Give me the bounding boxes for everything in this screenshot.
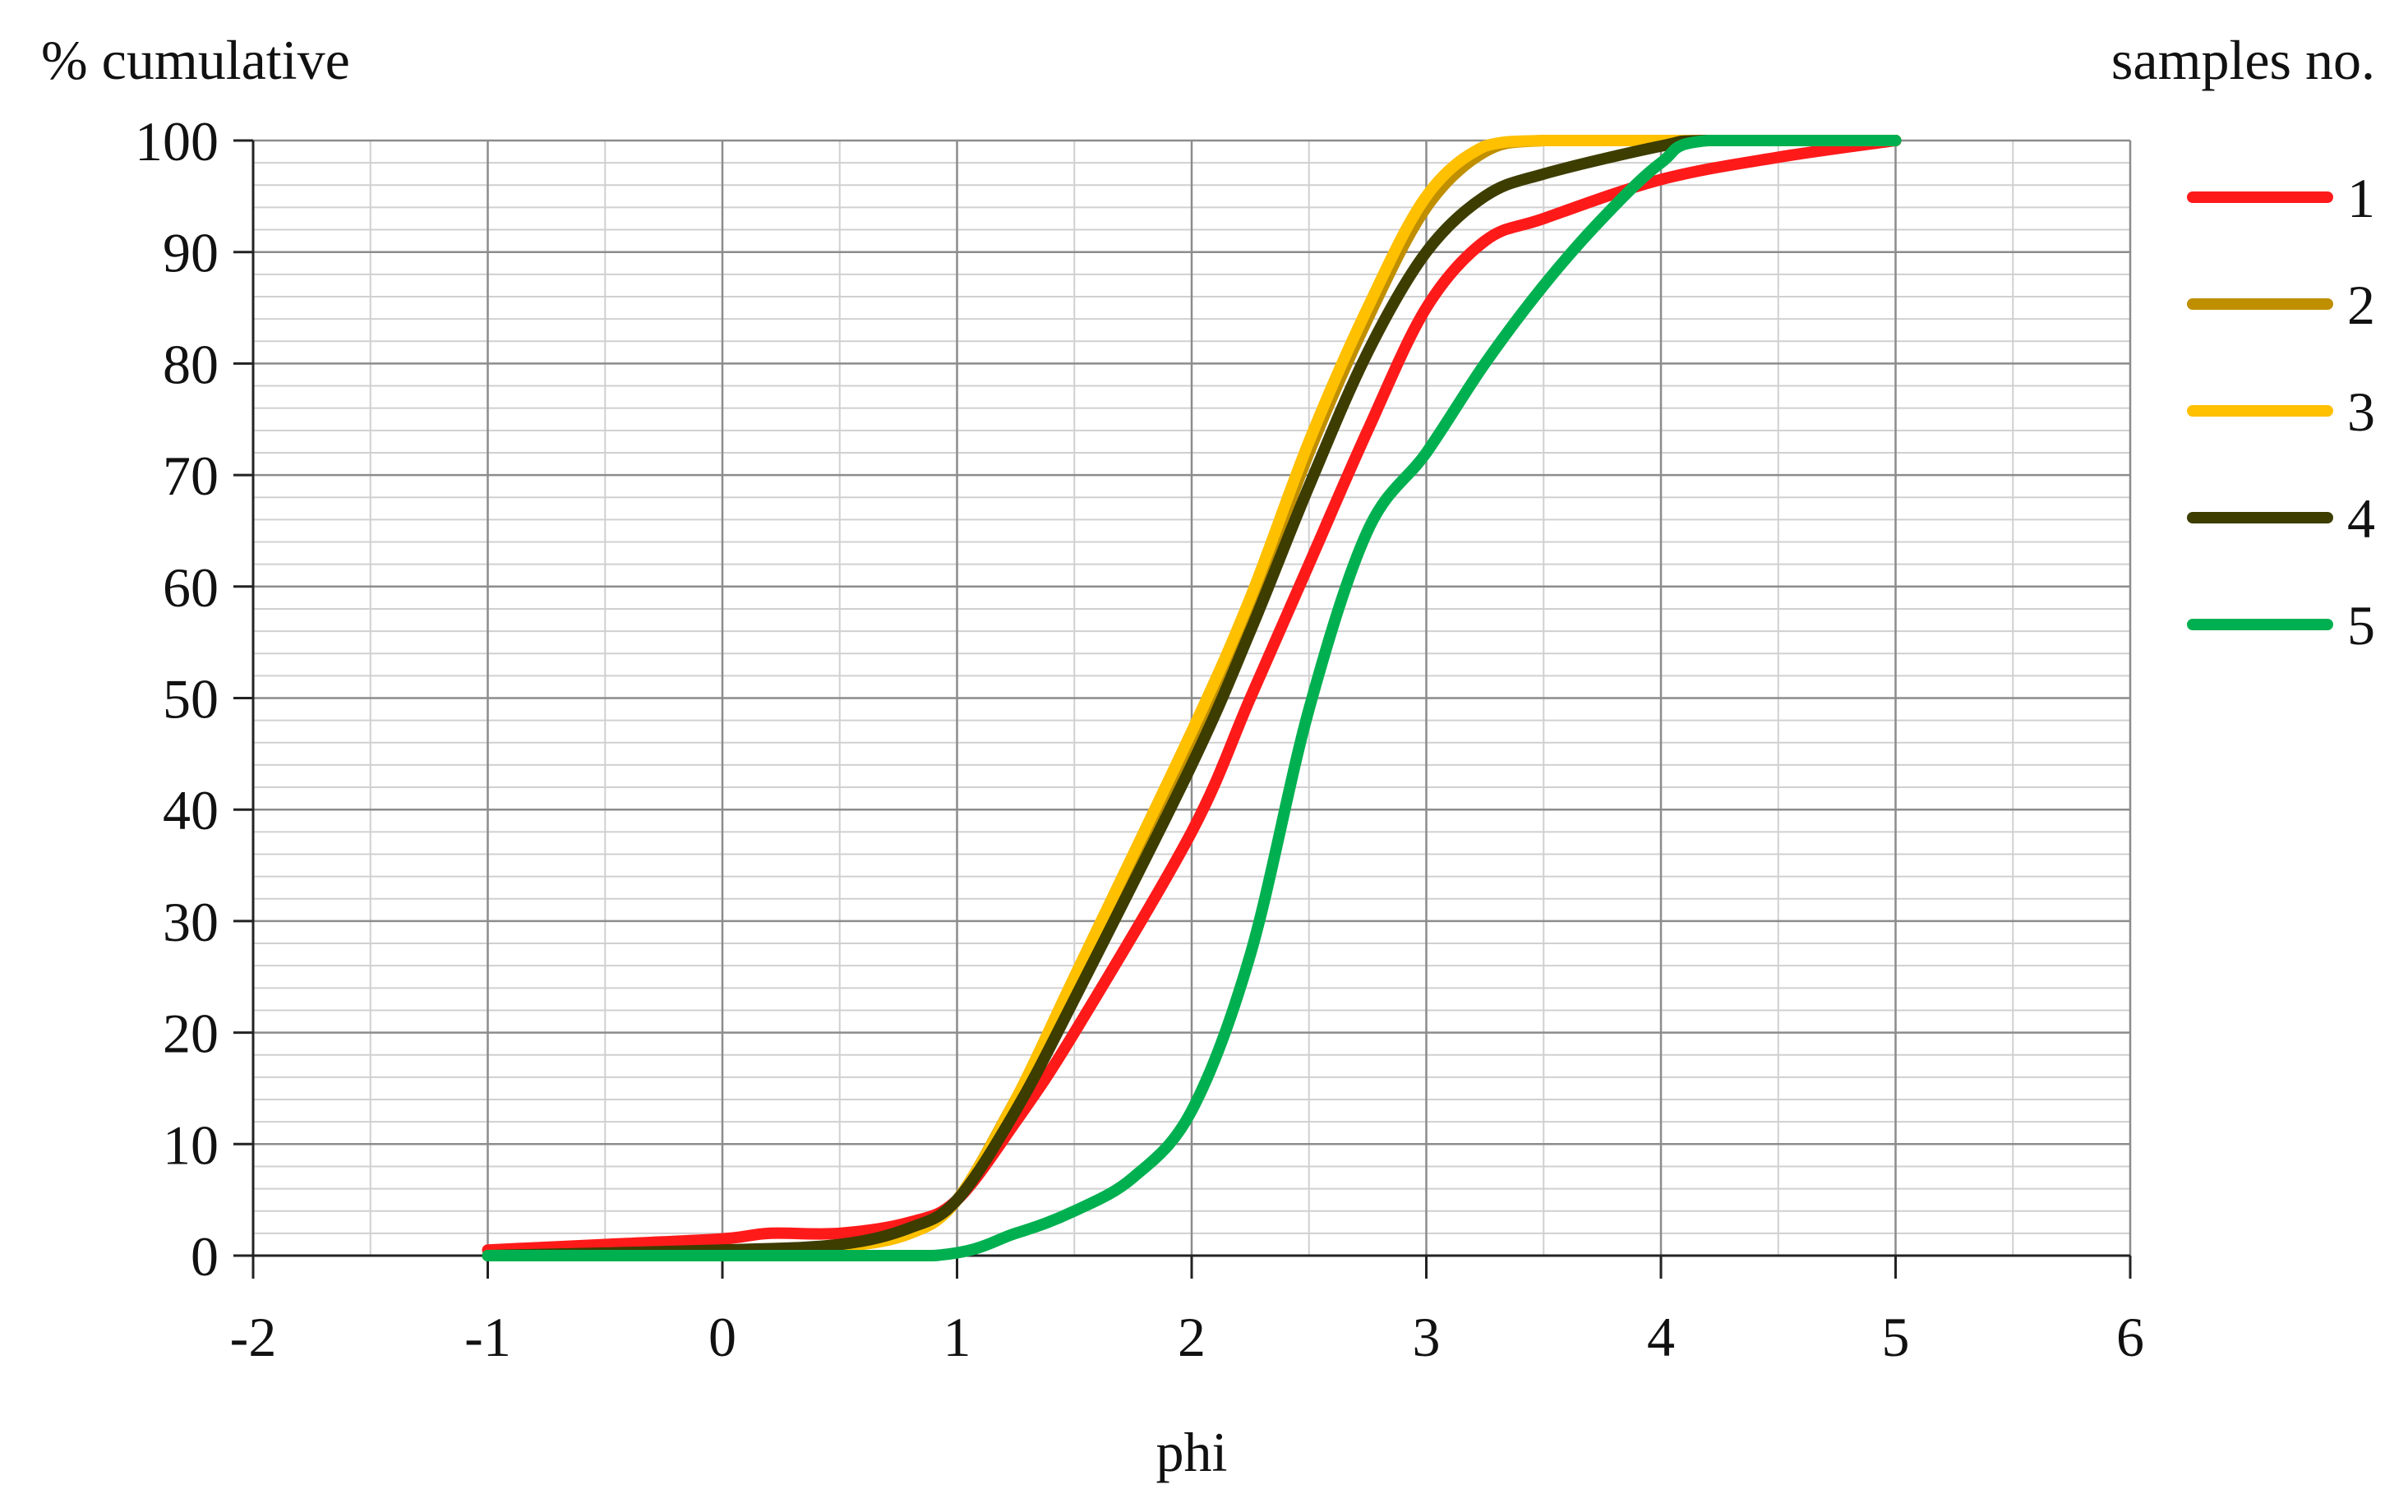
legend: 1 2 3 4 5 — [2187, 167, 2375, 657]
legend-label: 4 — [2347, 487, 2375, 550]
y-axis-title: % cumulative — [41, 29, 350, 91]
y-tick-label: 100 — [135, 110, 219, 173]
legend-item-3: 3 — [2187, 380, 2375, 443]
legend-label: 1 — [2347, 167, 2375, 229]
y-tick-label: 10 — [163, 1113, 219, 1176]
legend-item-5: 5 — [2187, 594, 2375, 657]
series-line-1 — [482, 135, 1902, 1256]
x-tick-labels: -2 -1 0 1 2 3 4 5 6 — [230, 1306, 2144, 1368]
legend-item-4: 4 — [2187, 487, 2375, 550]
series-line-5 — [482, 135, 1902, 1262]
legend-label: 2 — [2347, 274, 2375, 336]
legend-label: 5 — [2347, 594, 2375, 657]
legend-title: samples no. — [2111, 29, 2375, 91]
x-tick-label: 6 — [2116, 1306, 2144, 1368]
y-tick-label: 70 — [163, 445, 219, 507]
x-tick-label: 5 — [1882, 1306, 1910, 1368]
series-layer — [482, 134, 1902, 1262]
x-tick-label: 2 — [1178, 1306, 1206, 1368]
major-grid — [253, 139, 2132, 1256]
x-tick-label: -1 — [464, 1306, 511, 1368]
x-axis-title: phi — [1156, 1421, 1228, 1483]
y-tick-labels: 0 10 20 30 40 50 60 70 80 90 100 — [135, 110, 219, 1288]
y-tick-label: 0 — [191, 1225, 219, 1288]
y-tick-label: 60 — [163, 556, 219, 619]
y-tick-label: 50 — [163, 668, 219, 731]
y-tick-label: 30 — [163, 891, 219, 953]
legend-label: 3 — [2347, 380, 2375, 443]
x-tick-label: 0 — [708, 1306, 736, 1368]
legend-item-1: 1 — [2187, 167, 2375, 229]
x-tick-label: 3 — [1413, 1306, 1441, 1368]
y-tick-label: 80 — [163, 333, 219, 395]
legend-item-2: 2 — [2187, 274, 2375, 336]
x-tick-label: -2 — [230, 1306, 277, 1368]
y-tick-label: 90 — [163, 222, 219, 284]
y-tick-label: 40 — [163, 779, 219, 841]
series-line-4 — [482, 135, 1902, 1261]
x-tick-label: 4 — [1647, 1306, 1675, 1368]
y-tick-label: 20 — [163, 1003, 219, 1065]
x-tick-label: 1 — [943, 1306, 971, 1368]
